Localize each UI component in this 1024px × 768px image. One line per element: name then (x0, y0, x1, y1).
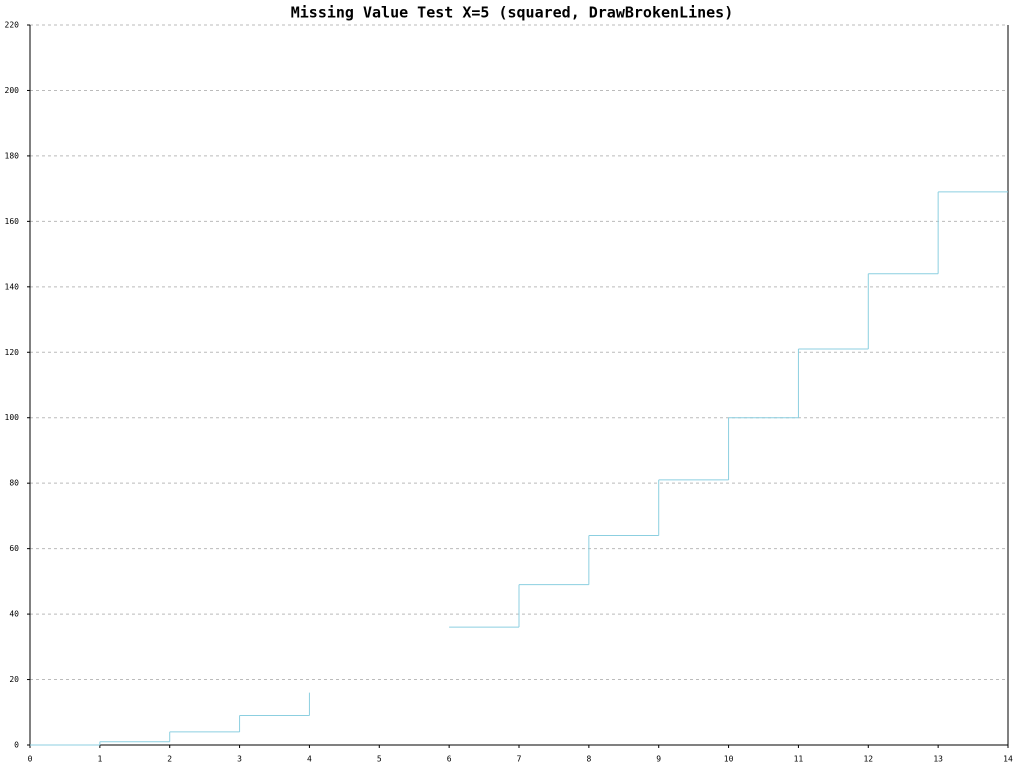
x-tick-label: 0 (28, 755, 33, 764)
x-tick-label: 4 (307, 755, 312, 764)
y-tick-label: 120 (5, 348, 20, 357)
x-tick-label: 3 (237, 755, 242, 764)
y-tick-label: 80 (9, 479, 19, 488)
x-tick-label: 2 (167, 755, 172, 764)
x-tick-label: 12 (863, 755, 873, 764)
x-tick-label: 1 (97, 755, 102, 764)
y-tick-label: 220 (5, 21, 20, 30)
x-tick-label: 7 (517, 755, 522, 764)
x-tick-label: 8 (586, 755, 591, 764)
x-tick-label: 13 (933, 755, 943, 764)
y-tick-label: 0 (14, 741, 19, 750)
x-tick-label: 5 (377, 755, 382, 764)
y-tick-label: 100 (5, 413, 20, 422)
x-tick-label: 9 (656, 755, 661, 764)
y-tick-label: 60 (9, 544, 19, 553)
chart-title: Missing Value Test X=5 (squared, DrawBro… (291, 4, 734, 22)
x-tick-label: 11 (794, 755, 804, 764)
x-tick-label: 10 (724, 755, 734, 764)
x-tick-label: 14 (1003, 755, 1013, 764)
y-tick-label: 180 (5, 151, 20, 160)
y-tick-label: 40 (9, 610, 19, 619)
y-tick-label: 160 (5, 217, 20, 226)
y-tick-label: 200 (5, 86, 20, 95)
y-tick-label: 140 (5, 282, 20, 291)
y-tick-label: 20 (9, 675, 19, 684)
x-tick-label: 6 (447, 755, 452, 764)
